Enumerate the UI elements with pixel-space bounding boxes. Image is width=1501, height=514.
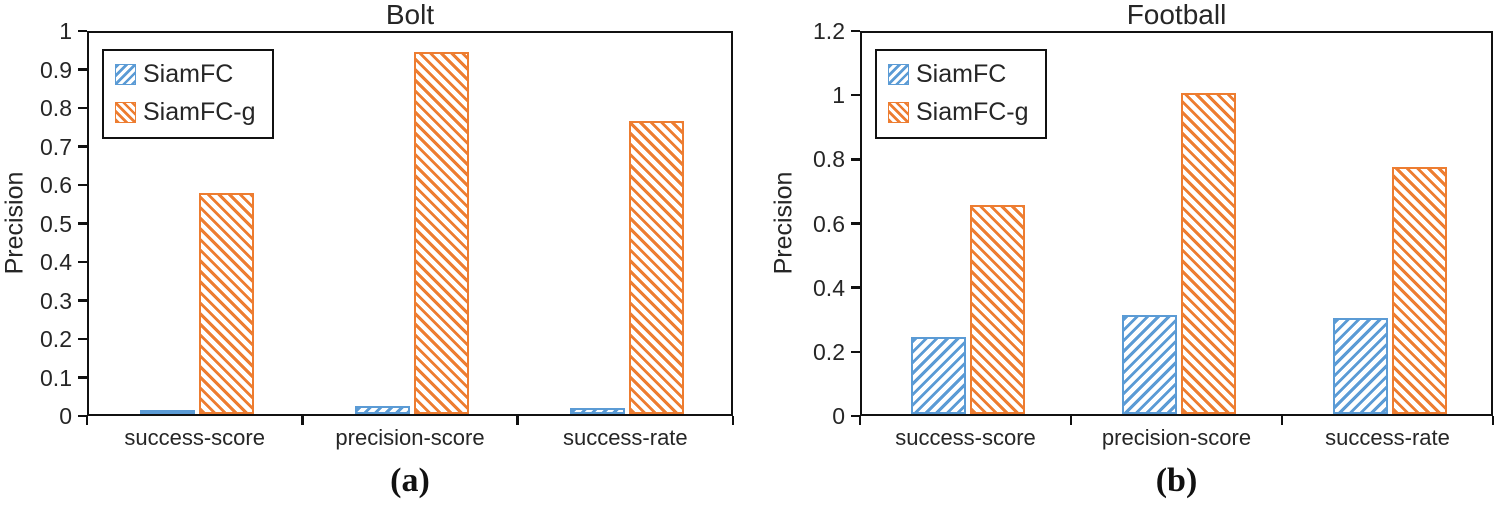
x-category-label-success-score: success-score [124, 425, 265, 450]
x-category-label-success-rate: success-rate [1325, 425, 1450, 450]
legend-label-siamfc-g: SiamFC-g [143, 98, 256, 126]
legend-swatch-siamfc-g-hatch-icon [888, 101, 909, 123]
bar-siamfc-success-rate [1332, 317, 1388, 414]
subfigure-caption: (b) [1155, 462, 1198, 499]
bars-layer [862, 33, 1491, 414]
legend-item-siamfc-g: SiamFC-g [888, 98, 1029, 126]
y-tick-mark [851, 158, 860, 161]
legend-item-siamfc: SiamFC [888, 60, 1029, 88]
y-tick-mark [78, 414, 87, 418]
bar-siamfc-precision-score [355, 406, 410, 414]
x-category-label-success-score: success-score [895, 425, 1036, 450]
y-tick-mark [78, 145, 87, 148]
y-tick-mark [851, 414, 860, 418]
y-tick-label: 0.8 [40, 95, 72, 121]
y-tick-mark [78, 183, 87, 187]
bar-siamfc-g-success-rate [1391, 166, 1447, 414]
y-tick-label: 0 [59, 403, 72, 429]
legend-item-siamfc-g: SiamFC-g [115, 98, 256, 126]
y-tick-mark [851, 350, 860, 354]
y-tick-label: 0 [832, 403, 845, 429]
plot-area: SiamFC SiamFC-g [860, 31, 1493, 416]
bar-siamfc-precision-score [1121, 314, 1177, 414]
bar-siamfc-g-precision-score [1180, 93, 1236, 414]
legend-label-siamfc: SiamFC [143, 60, 234, 88]
subfigure-caption: (a) [390, 462, 430, 499]
y-tick-label: 0.8 [813, 146, 845, 173]
y-tick-label: 0.4 [40, 249, 72, 275]
y-tick-mark [78, 222, 87, 225]
legend-item-siamfc: SiamFC [115, 60, 256, 88]
y-tick-mark [851, 222, 860, 225]
y-tick-mark [78, 299, 87, 302]
legend-swatch-siamfc-hatch-icon [115, 63, 136, 85]
legend-box: SiamFC SiamFC-g [102, 49, 274, 139]
x-tick-mark [85, 416, 89, 425]
bar-siamfc-g-success-score [198, 192, 254, 414]
y-tick-label: 0.3 [40, 287, 72, 314]
x-tick-mark [1069, 416, 1073, 425]
y-tick-label: 0.4 [813, 274, 845, 301]
y-tick-mark [851, 93, 860, 97]
y-tick-label: 0.6 [813, 210, 845, 237]
y-tick-mark [78, 376, 87, 379]
x-tick-mark [731, 416, 735, 425]
bar-siamfc-g-success-score [969, 205, 1025, 414]
y-tick-label: 0.2 [40, 326, 72, 352]
x-tick-mark [516, 416, 519, 425]
y-tick-mark [78, 260, 87, 264]
plot-area: SiamFC SiamFC-g [87, 31, 733, 416]
legend-label-siamfc-g: SiamFC-g [916, 98, 1029, 126]
y-tick-label: 1 [59, 18, 72, 44]
chart-panel-b: Football Precision SiamFC SiamFC-g 0 0.2 0.4 0.… [751, 0, 1501, 514]
y-tick-label: 0.1 [40, 364, 72, 391]
y-tick-mark [78, 106, 87, 110]
bars-layer [89, 33, 731, 414]
x-tick-mark [858, 416, 862, 425]
bar-siamfc-success-score [139, 410, 195, 414]
y-tick-label: 0.5 [40, 210, 72, 237]
y-tick-mark [78, 337, 87, 341]
bar-siamfc-success-score [910, 337, 966, 414]
bar-siamfc-success-rate [570, 408, 626, 414]
chart-title: Bolt [385, 0, 435, 30]
x-tick-mark [1280, 416, 1284, 425]
y-tick-mark [78, 68, 87, 71]
chart-title: Football [1126, 0, 1227, 30]
x-tick-mark [301, 416, 304, 425]
legend-swatch-siamfc-hatch-icon [888, 63, 909, 85]
y-tick-label: 0.7 [40, 133, 72, 160]
y-tick-mark [851, 286, 860, 289]
legend-box: SiamFC SiamFC-g [875, 49, 1047, 139]
x-tick-mark [1491, 416, 1495, 425]
y-tick-mark [78, 29, 87, 33]
x-category-label-success-rate: success-rate [562, 425, 688, 450]
y-tick-mark [851, 29, 860, 33]
y-tick-label: 1 [832, 82, 845, 109]
bar-siamfc-g-success-rate [629, 121, 685, 414]
bar-siamfc-g-precision-score [414, 52, 469, 414]
y-tick-label: 0.9 [40, 56, 72, 83]
legend-swatch-siamfc-g-hatch-icon [115, 101, 136, 123]
x-category-label-precision-score: precision-score [1101, 425, 1252, 450]
chart-panel-a: Bolt Precision SiamFC SiamFC-g 0 0.1 0.2 0.3 0.4… [1, 0, 735, 499]
y-tick-label: 0.6 [40, 172, 72, 198]
legend-label-siamfc: SiamFC [916, 60, 1007, 88]
x-category-label-precision-score: precision-score [335, 425, 485, 450]
y-tick-label: 1.2 [813, 18, 845, 44]
y-tick-label: 0.2 [813, 338, 845, 365]
